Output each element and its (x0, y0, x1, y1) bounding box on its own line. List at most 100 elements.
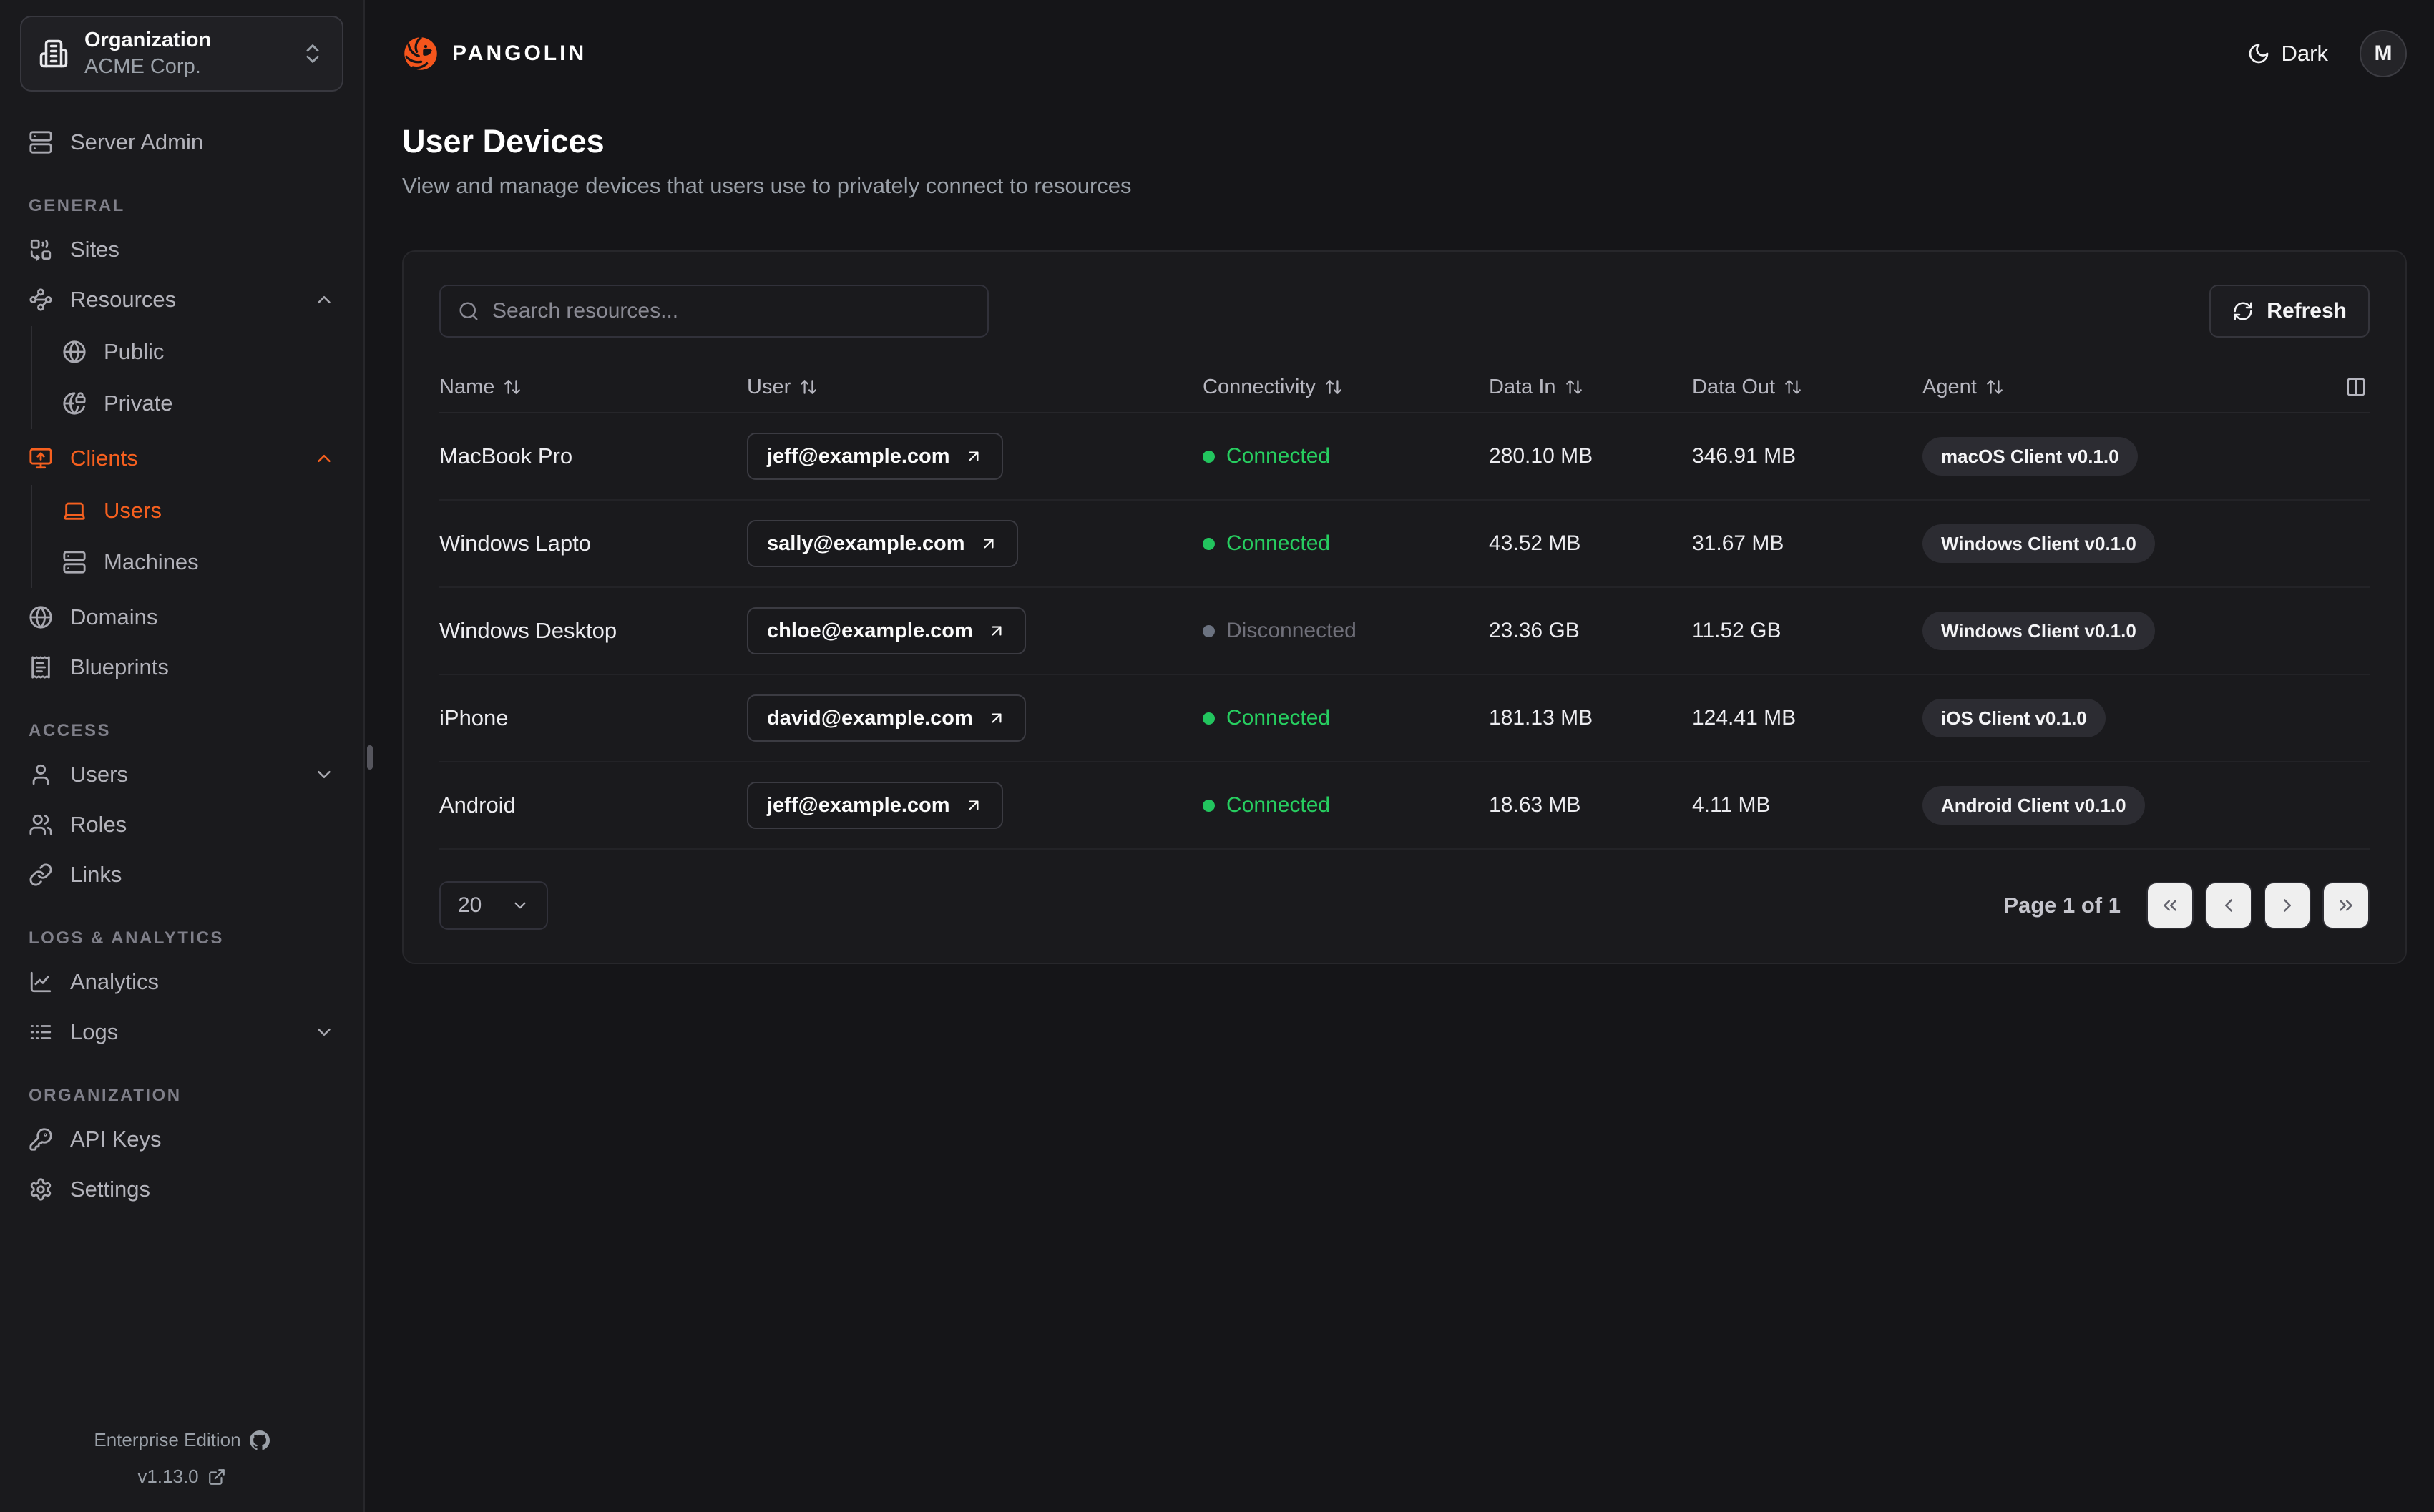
clients-subnav: Users Machines (31, 485, 343, 588)
sidebar-item-label: Sites (70, 237, 119, 262)
laptop-icon (62, 499, 87, 523)
prev-page-button[interactable] (2205, 882, 2252, 929)
pagination-right: Page 1 of 1 (2003, 882, 2370, 929)
sidebar-item-settings[interactable]: Settings (20, 1164, 343, 1214)
next-page-button[interactable] (2264, 882, 2311, 929)
top-right: Dark M (2247, 30, 2407, 77)
user-link-button[interactable]: david@example.com (747, 694, 1026, 742)
agent-badge: macOS Client v0.1.0 (1922, 437, 2138, 476)
sidebar-footer: Enterprise Edition v1.13.0 (20, 1429, 343, 1491)
org-selector[interactable]: Organization ACME Corp. (20, 16, 343, 92)
search-input[interactable] (492, 299, 970, 323)
user-link-button[interactable]: sally@example.com (747, 520, 1018, 567)
sidebar-item-label: Links (70, 862, 122, 887)
sidebar-item-blueprints[interactable]: Blueprints (20, 642, 343, 692)
table-row: Windows Lapto sally@example.com Connecte… (439, 501, 2370, 588)
data-in-value: 23.36 GB (1489, 619, 1580, 642)
sidebar-item-analytics[interactable]: Analytics (20, 957, 343, 1007)
sidebar-item-label: Users (104, 498, 162, 523)
table-row: Android jeff@example.com Connected 18.63… (439, 762, 2370, 850)
sidebar-item-public[interactable]: Public (54, 326, 343, 378)
sidebar-item-domains[interactable]: Domains (20, 592, 343, 642)
arrow-up-right-icon (987, 709, 1006, 727)
receipt-text-icon (29, 655, 53, 679)
sidebar-item-machines[interactable]: Machines (54, 536, 343, 588)
arrow-up-right-icon (964, 796, 983, 815)
data-out-value: 346.91 MB (1692, 444, 1797, 468)
data-in-value: 43.52 MB (1489, 531, 1581, 555)
page-size-select[interactable]: 20 (439, 881, 548, 930)
pangolin-logo-icon (402, 35, 439, 72)
column-header-connectivity[interactable]: Connectivity (1203, 375, 1489, 399)
pagination: 20 Page 1 of 1 (439, 881, 2370, 930)
sidebar-item-label: Clients (70, 446, 138, 471)
page-subtitle: View and manage devices that users use t… (402, 173, 1132, 198)
server-icon (29, 130, 53, 154)
sort-icon (1985, 378, 2004, 396)
chevron-down-icon (313, 1021, 335, 1043)
status-dot (1203, 712, 1215, 725)
agent-badge: Windows Client v0.1.0 (1922, 612, 2155, 650)
sidebar-item-label: Machines (104, 549, 199, 574)
sidebar-item-label: Settings (70, 1177, 151, 1202)
last-page-button[interactable] (2322, 882, 2370, 929)
version-link[interactable]: v1.13.0 (137, 1466, 225, 1488)
search-box (439, 285, 989, 338)
device-name: Android (439, 792, 516, 818)
sidebar: Organization ACME Corp. Server Admin GEN… (0, 0, 365, 1512)
globe-lock-icon (62, 391, 87, 416)
column-header-data-out[interactable]: Data Out (1692, 375, 1922, 399)
section-heading-organization: ORGANIZATION (29, 1086, 182, 1105)
user-email: chloe@example.com (767, 619, 973, 642)
sidebar-item-resources[interactable]: Resources (20, 275, 343, 325)
section-heading-access: ACCESS (29, 721, 112, 740)
sidebar-item-label: Private (104, 391, 173, 416)
sidebar-item-links[interactable]: Links (20, 850, 343, 900)
sidebar-item-sites[interactable]: Sites (20, 225, 343, 275)
user-link-button[interactable]: jeff@example.com (747, 433, 1003, 480)
first-page-button[interactable] (2146, 882, 2194, 929)
device-name: Windows Lapto (439, 531, 591, 556)
sidebar-item-client-users[interactable]: Users (54, 485, 343, 536)
table-header: Name User Connectivity Data In Data Out (439, 362, 2370, 413)
section-heading-general: GENERAL (29, 196, 125, 215)
column-label: User (747, 375, 791, 398)
columns-toggle-button[interactable] (2345, 376, 2367, 398)
sidebar-item-api-keys[interactable]: API Keys (20, 1114, 343, 1164)
page-info: Page 1 of 1 (2003, 893, 2121, 918)
moon-icon (2247, 42, 2270, 65)
user-link-button[interactable]: chloe@example.com (747, 607, 1026, 654)
sidebar-item-private[interactable]: Private (54, 378, 343, 429)
user-email: jeff@example.com (767, 793, 950, 817)
avatar[interactable]: M (2360, 30, 2407, 77)
data-out-value: 4.11 MB (1692, 793, 1771, 817)
status-label: Connected (1226, 793, 1331, 817)
column-header-user[interactable]: User (747, 375, 1203, 399)
sidebar-item-clients[interactable]: Clients (20, 433, 343, 483)
chevron-up-icon (313, 289, 335, 310)
sort-icon (799, 378, 818, 396)
sidebar-item-logs[interactable]: Logs (20, 1007, 343, 1057)
column-header-agent[interactable]: Agent (1922, 375, 2004, 399)
sort-icon (503, 378, 522, 396)
edition-link[interactable]: Enterprise Edition (94, 1429, 270, 1451)
refresh-button[interactable]: Refresh (2209, 285, 2370, 338)
data-in-value: 280.10 MB (1489, 444, 1593, 468)
data-out-value: 11.52 GB (1692, 619, 1781, 642)
column-header-name[interactable]: Name (439, 375, 747, 399)
theme-toggle[interactable]: Dark (2247, 41, 2328, 67)
sidebar-item-server-admin[interactable]: Server Admin (20, 117, 343, 167)
arrow-up-right-icon (987, 622, 1006, 640)
sidebar-item-label: Logs (70, 1019, 119, 1044)
status-label: Connected (1226, 531, 1331, 555)
brand-logo[interactable]: PANGOLIN (402, 35, 587, 72)
user-link-button[interactable]: jeff@example.com (747, 782, 1003, 829)
sidebar-item-users[interactable]: Users (20, 750, 343, 800)
table-toolbar: Refresh (439, 285, 2370, 338)
column-header-data-in[interactable]: Data In (1489, 375, 1692, 399)
sidebar-item-roles[interactable]: Roles (20, 800, 343, 850)
org-label: Organization (84, 29, 212, 51)
sidebar-resize-handle[interactable] (367, 745, 373, 770)
sidebar-item-label: Domains (70, 604, 158, 629)
